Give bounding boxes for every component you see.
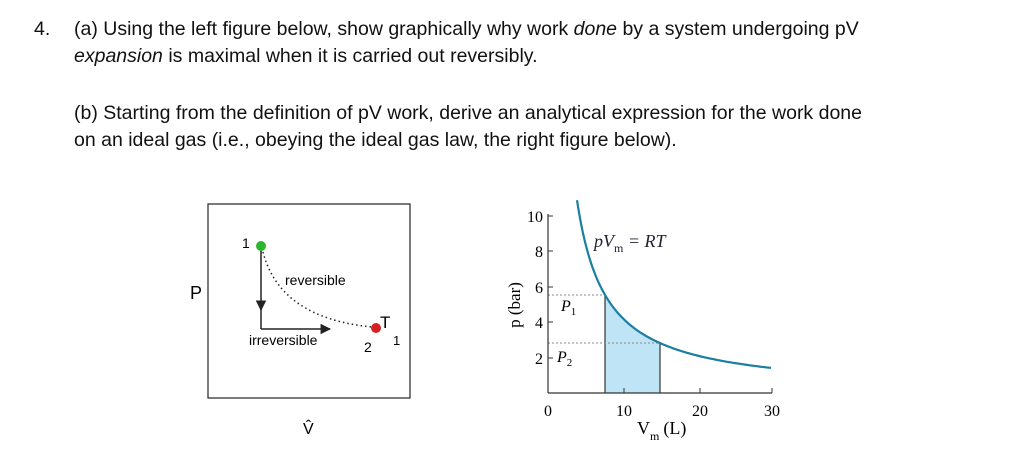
left-x-label: V̂ [303,418,314,438]
subscript: 1 [571,306,577,318]
question-number: 4. [34,18,51,40]
reversible-label: reversible [285,272,346,288]
x-tick-label: 10 [616,403,632,420]
point-1-label: 1 [242,235,250,251]
text: (L) [663,418,686,439]
text: is maximal when it is carried out revers… [162,45,538,67]
y-tick-label: 10 [527,209,543,226]
y-tick-label: 8 [535,244,543,261]
text: = RT [623,231,667,251]
text: V [637,418,650,438]
irreversible-label: irreversible [249,332,318,348]
y-tick-label: 6 [535,280,543,297]
part-a-line2: expansion is maximal when it is carried … [74,45,538,68]
p2-label: P2 [556,349,572,369]
x-tick-label: 20 [692,403,708,420]
left-y-label: P [190,283,202,303]
y-tick-label: 4 [535,315,543,332]
x-tick-label: 0 [544,403,552,420]
left-frame [207,203,411,399]
state-1 [256,241,266,251]
part-a-line1: (a) Using the left figure below, show gr… [74,18,859,41]
temperature-label: T [380,313,390,332]
text: by a system undergoing pV [617,18,859,40]
part-b-line2: on an ideal gas (i.e., obeying the ideal… [74,129,677,151]
p1-label: P1 [560,298,576,318]
text: (a) Using the left figure below, show gr… [74,18,574,40]
subscript: m [614,241,624,255]
subscript: m [650,429,660,443]
emphasis: expansion [74,45,163,67]
temperature-subscript: 1 [393,333,400,348]
curve-label: pVm = RT [592,231,667,255]
text: P [556,349,567,366]
subscript: 2 [567,357,573,369]
part-b-line1: (b) Starting from the definition of pV w… [74,102,862,124]
isotherm [575,200,772,369]
point-2-label: 2 [364,339,372,355]
right-x-label: Vm (L) [637,418,686,443]
reversible-path [262,251,373,328]
emphasis: done [573,18,618,40]
state-2 [371,323,381,333]
right-y-label: p (bar) [505,282,524,328]
x-tick-label: 30 [764,403,780,420]
text: P [560,298,571,315]
y-tick-label: 2 [535,351,543,368]
work-area [605,294,660,393]
text: pV [592,231,616,251]
